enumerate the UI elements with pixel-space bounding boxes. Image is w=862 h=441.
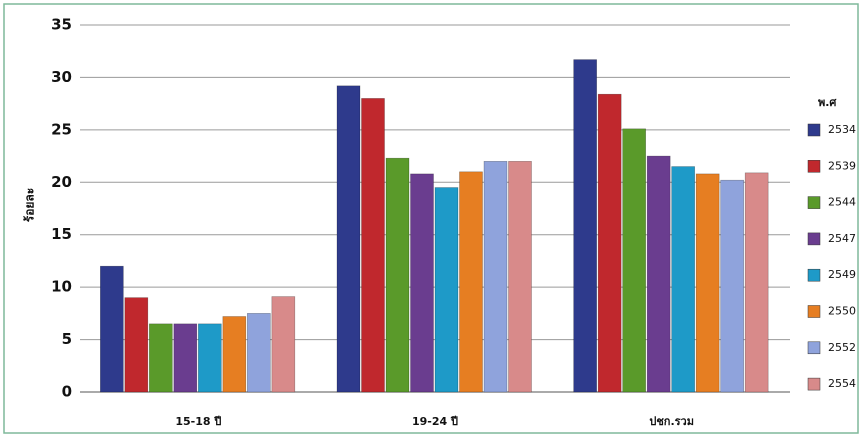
y-tick-label: 15 (51, 225, 72, 243)
y-tick-label: 5 (62, 330, 72, 348)
bar (744, 172, 769, 393)
y-tick-label: 25 (51, 120, 72, 138)
legend-label: 2539 (828, 159, 856, 172)
bar (385, 157, 410, 393)
y-tick-label: 0 (62, 383, 72, 401)
x-tick-label: 19-24 ปี (412, 415, 458, 428)
bar (508, 161, 532, 393)
bar (646, 155, 671, 393)
y-tick-label: 20 (51, 173, 72, 191)
bar (720, 179, 744, 393)
legend-label: 2547 (828, 232, 856, 245)
legend-swatch (807, 268, 821, 282)
bar (198, 323, 222, 393)
bar (100, 265, 124, 393)
bar (695, 173, 720, 393)
legend-swatch (807, 123, 821, 137)
legend-swatch (807, 160, 821, 173)
legend-label: 2550 (828, 305, 856, 318)
bar (149, 323, 173, 393)
y-tick-label: 10 (51, 278, 72, 296)
bar (247, 313, 271, 393)
x-tick-label: ปชก.รวม (649, 415, 694, 428)
legend-label: 2544 (828, 196, 856, 209)
bar (222, 316, 247, 393)
legend-swatch (807, 341, 821, 355)
bar (459, 171, 483, 393)
legend-swatch (807, 196, 821, 209)
legend-swatch (807, 377, 821, 391)
legend-label: 2552 (828, 341, 856, 354)
bar (361, 98, 385, 393)
legend-label: 2549 (828, 268, 856, 281)
bar (124, 297, 149, 393)
x-tick-label: 15-18 ปี (175, 415, 221, 428)
bar (483, 161, 508, 393)
bar (336, 85, 361, 393)
legend-title: พ.ศ (818, 96, 837, 109)
y-tick-label: 30 (51, 68, 72, 86)
bar (597, 93, 622, 393)
bar (173, 323, 198, 393)
y-tick-label: 35 (51, 16, 72, 34)
legend-swatch (807, 232, 821, 246)
legend-swatch (807, 305, 821, 318)
bar (671, 166, 695, 393)
legend-label: 2554 (828, 377, 856, 390)
bar (622, 128, 646, 393)
bar (410, 173, 434, 393)
legend-label: 2534 (828, 123, 856, 136)
bar (271, 296, 296, 393)
bar (434, 187, 459, 393)
y-axis-label: ร้อยละ (23, 188, 37, 222)
bar (573, 59, 597, 393)
